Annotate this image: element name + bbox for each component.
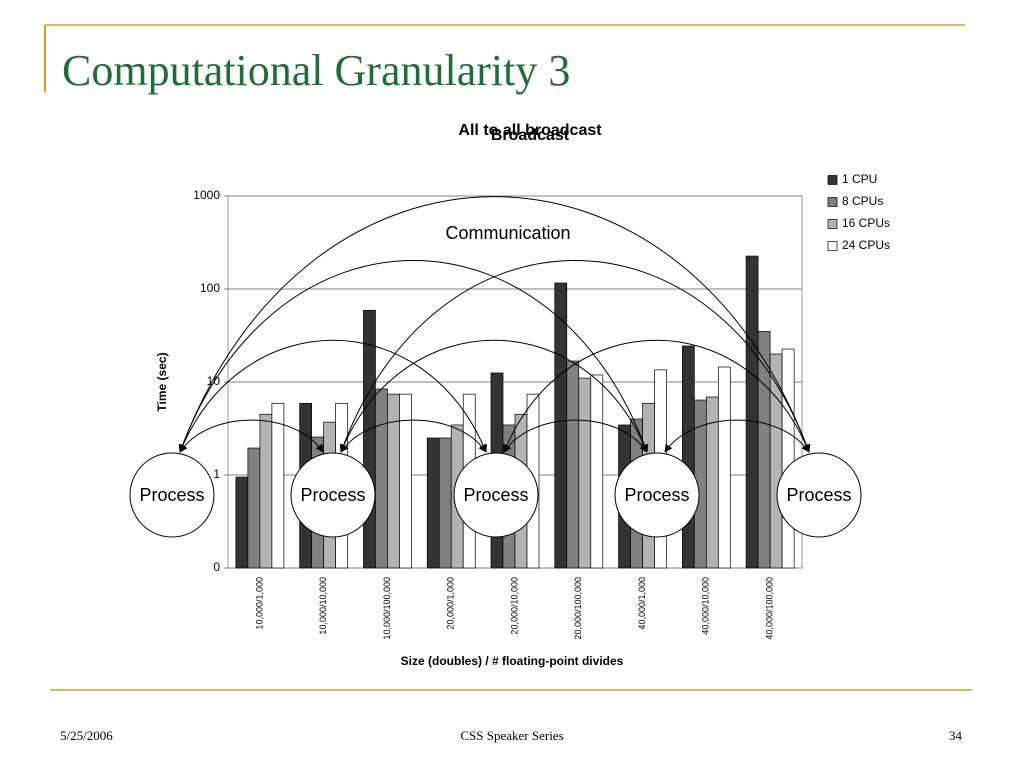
process-label: Process xyxy=(139,485,204,505)
y-tick-label: 1 xyxy=(213,467,220,481)
process-label: Process xyxy=(624,485,689,505)
legend-swatch xyxy=(827,197,838,207)
bar xyxy=(399,393,412,569)
communication-arc xyxy=(340,339,648,453)
communication-arc xyxy=(178,196,811,453)
bar xyxy=(590,374,604,569)
process-node xyxy=(453,452,539,538)
x-tick-label: 40,000/100,000 xyxy=(764,577,774,640)
communication-arc xyxy=(179,339,487,453)
communication-arc xyxy=(340,419,487,453)
bar xyxy=(247,447,261,569)
bar xyxy=(387,393,400,569)
chart-title-overlay: Broadcast xyxy=(491,127,570,144)
bar xyxy=(745,255,759,569)
communication-arc xyxy=(664,419,810,453)
y-tick-label: 10 xyxy=(207,374,221,388)
x-tick-label: 10,000/100,000 xyxy=(382,577,392,640)
bar xyxy=(566,360,580,569)
process-label: Process xyxy=(300,485,365,505)
bar xyxy=(769,353,783,569)
x-tick-label: 20,000/10,000 xyxy=(509,577,519,635)
communication-arc xyxy=(178,260,649,453)
y-tick-label: 100 xyxy=(200,281,220,295)
bar xyxy=(375,388,388,569)
process-node xyxy=(614,452,700,538)
chart-title: All to all broadcast xyxy=(458,122,602,139)
bar xyxy=(681,345,695,569)
footer-center: CSS Speaker Series xyxy=(460,728,563,743)
process-label: Process xyxy=(463,485,528,505)
process-label: Process xyxy=(786,485,851,505)
legend-swatch xyxy=(827,219,838,229)
x-tick-label: 20,000/1,000 xyxy=(446,577,456,630)
x-tick-label: 10,000/1,000 xyxy=(254,577,264,630)
x-tick-label: 20,000/100,000 xyxy=(573,577,583,640)
bar xyxy=(781,348,795,569)
page-number: 34 xyxy=(949,728,963,743)
communication-arc xyxy=(179,419,324,453)
bar xyxy=(426,437,440,569)
footer-date: 5/25/2006 xyxy=(60,728,113,743)
communication-arc xyxy=(503,339,810,453)
process-node xyxy=(129,452,215,538)
slide-title: Computational Granularity 3 xyxy=(62,46,570,95)
x-tick-label: 40,000/10,000 xyxy=(701,577,711,635)
x-tick-label: 10,000/10,000 xyxy=(318,577,328,635)
bar xyxy=(438,437,452,569)
bar xyxy=(259,413,273,569)
y-tick-label: 1000 xyxy=(193,188,220,202)
bar xyxy=(578,377,592,569)
legend-label: 24 CPUs xyxy=(842,238,890,252)
communication-arc xyxy=(503,419,648,453)
communication-label: Communication xyxy=(445,223,570,243)
legend-label: 16 CPUs xyxy=(842,216,890,230)
bar xyxy=(554,282,568,569)
bar xyxy=(363,309,376,569)
legend-label: 8 CPUs xyxy=(842,194,883,208)
bar xyxy=(717,366,731,569)
x-tick-label: 40,000/1,000 xyxy=(637,577,647,630)
y-tick-label: 0 xyxy=(213,560,220,574)
legend-label: 1 CPU xyxy=(842,172,877,186)
bar xyxy=(235,476,249,569)
bar xyxy=(271,402,285,569)
overlay: Communication Process Process Process Proces… xyxy=(129,196,862,538)
y-axis-label: Time (sec) xyxy=(155,352,169,411)
legend-swatch xyxy=(827,175,838,185)
process-node xyxy=(776,452,862,538)
process-node xyxy=(290,452,376,538)
legend-swatch xyxy=(827,241,838,251)
x-axis-label: Size (doubles) / # floating-point divide… xyxy=(401,654,624,668)
communication-arc xyxy=(339,260,811,453)
